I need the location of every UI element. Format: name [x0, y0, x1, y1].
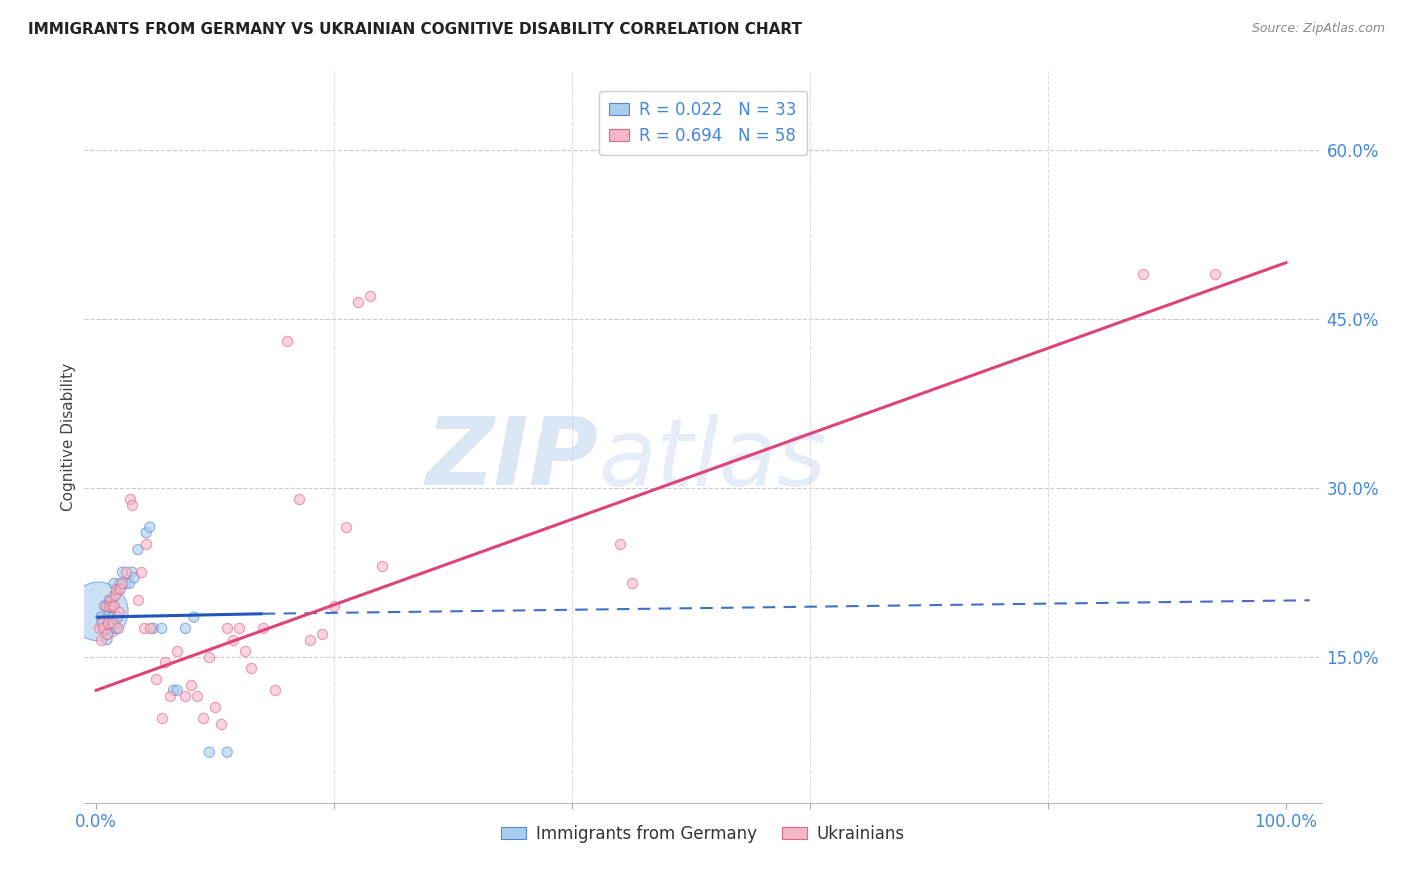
Point	[233, 644, 256, 658]
Point	[162, 683, 184, 698]
Point	[252, 621, 274, 635]
Point	[198, 649, 221, 664]
Point	[159, 689, 181, 703]
Point	[335, 520, 357, 534]
Point	[311, 627, 333, 641]
Point	[263, 683, 285, 698]
Point	[139, 520, 162, 534]
Point	[111, 576, 134, 591]
Point	[204, 700, 226, 714]
Point	[124, 571, 146, 585]
Point	[94, 599, 117, 613]
Point	[101, 610, 124, 624]
Point	[90, 632, 112, 647]
Point	[150, 711, 173, 725]
Point	[105, 582, 128, 596]
Point	[96, 632, 118, 647]
Point	[193, 711, 215, 725]
Point	[118, 491, 141, 506]
Point	[276, 334, 298, 349]
Point	[108, 576, 131, 591]
Point	[90, 610, 112, 624]
Point	[97, 610, 120, 624]
Point	[93, 599, 115, 613]
Text: Source: ZipAtlas.com: Source: ZipAtlas.com	[1251, 22, 1385, 36]
Point	[115, 576, 138, 591]
Point	[100, 599, 122, 613]
Point	[103, 576, 125, 591]
Legend: Immigrants from Germany, Ukrainians: Immigrants from Germany, Ukrainians	[495, 818, 911, 849]
Point	[121, 498, 143, 512]
Point	[1132, 267, 1154, 281]
Text: IMMIGRANTS FROM GERMANY VS UKRAINIAN COGNITIVE DISABILITY CORRELATION CHART: IMMIGRANTS FROM GERMANY VS UKRAINIAN COG…	[28, 22, 801, 37]
Point	[132, 621, 155, 635]
Point	[107, 610, 129, 624]
Point	[108, 605, 131, 619]
Point	[103, 599, 125, 613]
Point	[111, 565, 134, 579]
Point	[287, 491, 309, 506]
Point	[107, 621, 129, 635]
Point	[299, 632, 322, 647]
Point	[135, 525, 157, 540]
Point	[108, 582, 131, 596]
Point	[100, 599, 122, 613]
Point	[166, 644, 188, 658]
Point	[108, 582, 131, 596]
Point	[101, 615, 124, 630]
Point	[142, 621, 165, 635]
Point	[180, 678, 202, 692]
Point	[98, 593, 121, 607]
Point	[91, 615, 114, 630]
Point	[96, 627, 118, 641]
Point	[94, 621, 117, 635]
Point	[91, 615, 114, 630]
Point	[87, 621, 110, 635]
Point	[121, 565, 143, 579]
Point	[93, 621, 115, 635]
Point	[115, 565, 138, 579]
Point	[97, 615, 120, 630]
Point	[620, 576, 643, 591]
Point	[371, 559, 394, 574]
Point	[100, 621, 122, 635]
Point	[131, 565, 153, 579]
Point	[105, 621, 128, 635]
Point	[87, 605, 110, 619]
Point	[359, 289, 381, 303]
Point	[1204, 267, 1226, 281]
Text: atlas: atlas	[598, 414, 827, 505]
Point	[217, 621, 239, 635]
Point	[100, 593, 122, 607]
Point	[183, 610, 205, 624]
Point	[98, 599, 121, 613]
Point	[222, 632, 245, 647]
Point	[135, 537, 157, 551]
Point	[174, 621, 197, 635]
Point	[239, 661, 262, 675]
Y-axis label: Cognitive Disability: Cognitive Disability	[60, 363, 76, 511]
Point	[174, 689, 197, 703]
Point	[127, 593, 149, 607]
Point	[228, 621, 250, 635]
Point	[166, 683, 188, 698]
Point	[150, 621, 173, 635]
Point	[127, 542, 149, 557]
Point	[347, 295, 370, 310]
Point	[217, 745, 239, 759]
Point	[323, 599, 346, 613]
Point	[104, 588, 127, 602]
Point	[198, 745, 221, 759]
Point	[186, 689, 208, 703]
Point	[104, 588, 127, 602]
Point	[609, 537, 631, 551]
Point	[155, 655, 177, 669]
Point	[139, 621, 162, 635]
Text: ZIP: ZIP	[425, 413, 598, 505]
Point	[145, 672, 167, 686]
Point	[118, 576, 141, 591]
Point	[209, 717, 232, 731]
